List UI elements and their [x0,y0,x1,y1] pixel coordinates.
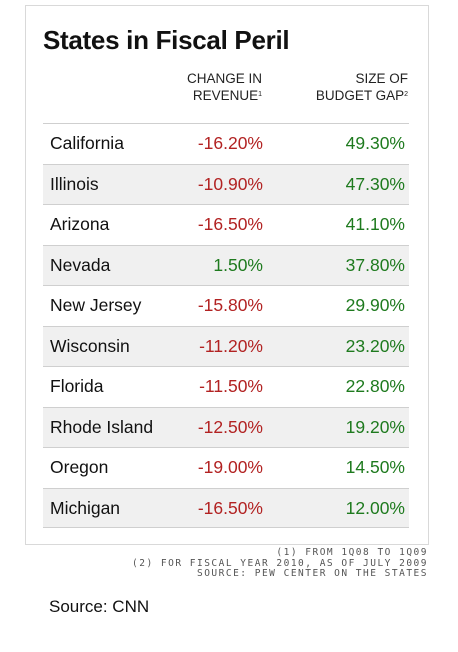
budget-gap-value: 22.80% [345,376,405,396]
footnotes: (1) FROM 1Q08 TO 1Q09 (2) FOR FISCAL YEAR… [132,547,428,580]
budget-gap-value: 19.20% [345,416,405,437]
table-row: New Jersey -15.80% 29.90% [43,285,409,326]
revenue-change-value: -11.50% [199,376,263,396]
state-name: Rhode Island [50,416,154,437]
table-row: Wisconsin -11.20% 23.20% [43,325,409,366]
revenue-change-value: -10.90% [197,173,263,194]
revenue-change-value: -16.20% [197,133,263,153]
state-name: Wisconsin [50,335,130,356]
revenue-change-value: -12.50% [197,416,263,437]
footnote-line: (1) FROM 1Q08 TO 1Q09 [276,547,428,558]
revenue-change-value: 1.50% [213,254,263,275]
footnote-marker-1: 1 [258,91,262,98]
revenue-change-value: -19.00% [197,457,263,477]
revenue-change-value: -16.50% [197,497,263,518]
table-row: Nevada 1.50% 37.80% [43,244,409,285]
chart-title: States in Fiscal Peril [43,25,290,55]
table-row: Oregon -19.00% 14.50% [43,447,409,488]
state-name: New Jersey [50,295,142,315]
footnote-line: (2) FOR FISCAL YEAR 2010, AS OF JULY 200… [132,557,428,569]
budget-gap-value: 29.90% [345,295,405,315]
table-row: Florida -11.50% 22.80% [43,366,409,407]
revenue-change-value: -16.50% [197,214,263,234]
budget-gap-value: 47.30% [345,173,405,194]
budget-gap-value: 14.50% [345,457,405,477]
table-row: California -16.20% 49.30% [43,123,409,164]
state-name: California [50,133,124,153]
source-credit: Source: CNN [49,597,150,616]
revenue-change-value: -15.80% [197,295,263,315]
budget-gap-value: 23.20% [345,335,405,356]
state-name: Nevada [50,254,111,275]
footnote-line: SOURCE: PEW CENTER ON THE STATES [196,568,428,579]
column-header-change: CHANGE IN REVENUE1 [187,70,262,104]
budget-gap-value: 49.30% [345,133,405,153]
table-row: Rhode Island -12.50% 19.20% [43,406,409,447]
data-table: California -16.20% 49.30% Illinois -10.90% 47… [43,123,409,528]
column-header-gap: SIZE OF BUDGET GAP2 [316,70,408,104]
state-name: Florida [50,376,104,396]
budget-gap-value: 12.00% [345,497,405,518]
table-row: Arizona -16.50% 41.10% [43,204,409,245]
column-header-change-line1: CHANGE IN [186,71,262,86]
state-name: Illinois [50,173,99,194]
state-name: Arizona [50,214,110,234]
column-header-gap-line1: SIZE OF [355,71,408,86]
budget-gap-value: 37.80% [345,254,405,275]
budget-gap-value: 41.10% [345,214,405,234]
state-name: Oregon [50,457,109,477]
table-row: Illinois -10.90% 47.30% [43,163,409,204]
state-name: Michigan [50,497,121,518]
column-header-change-line2: REVENUE [192,88,259,103]
column-header-gap-line2: BUDGET GAP [315,88,405,103]
revenue-change-value: -11.20% [199,335,263,356]
chart-card: States in Fiscal Peril CHANGE IN REVENUE… [25,5,429,545]
footnote-marker-2: 2 [404,91,408,98]
table-row: Michigan -16.50% 12.00% [43,487,409,528]
